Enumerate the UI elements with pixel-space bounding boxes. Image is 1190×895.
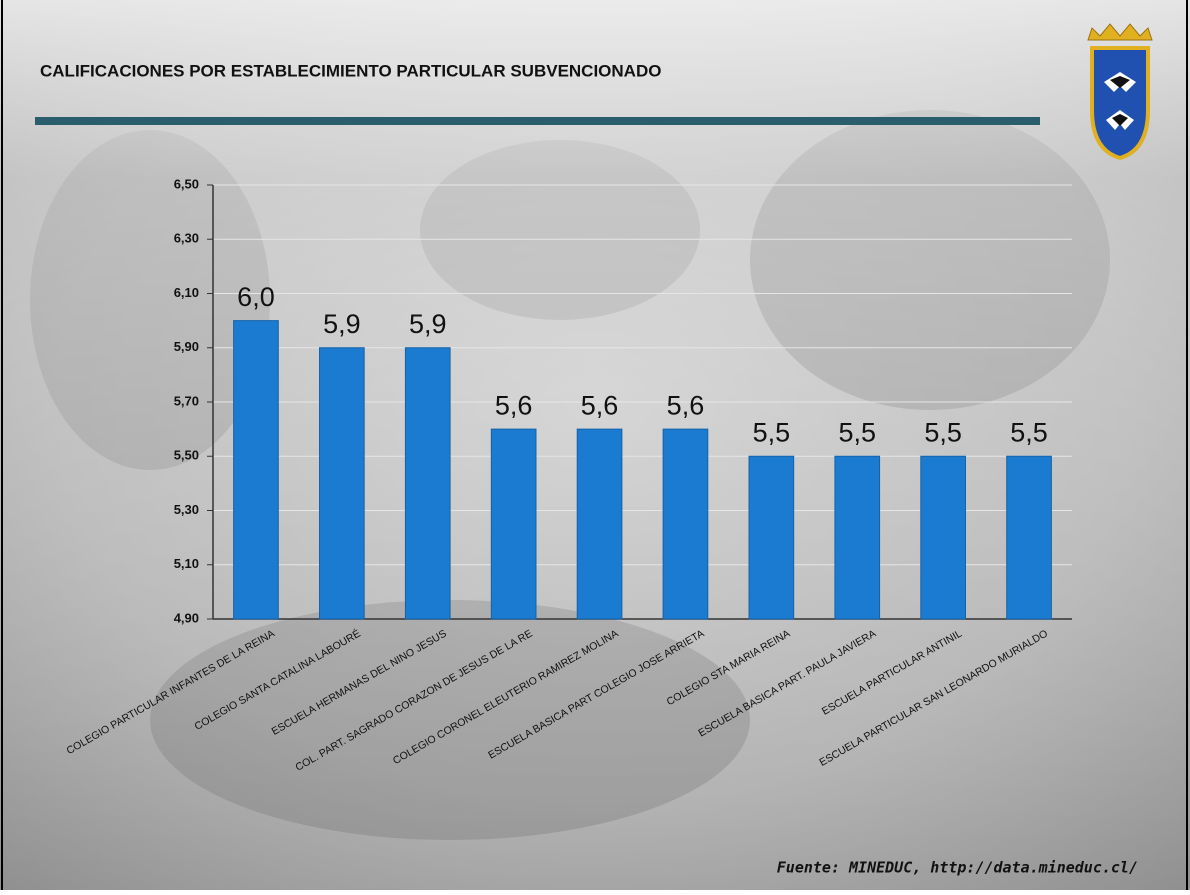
value-label: 5,9: [409, 309, 447, 339]
y-tick-label: 5,10: [174, 556, 199, 571]
value-label: 5,5: [924, 417, 962, 447]
value-label: 5,5: [753, 417, 791, 447]
y-tick-label: 5,70: [174, 393, 199, 408]
value-label: 5,6: [667, 390, 705, 420]
page: {"chart_data": {"type": "bar", "title": …: [0, 0, 1190, 890]
chart-title: CALIFICACIONES POR ESTABLECIMIENTO PARTI…: [40, 61, 661, 80]
y-tick-label: 5,90: [174, 339, 199, 354]
title-rule: [35, 117, 1040, 125]
y-tick-label: 5,30: [174, 502, 199, 517]
source-note: Fuente: MINEDUC, http://data.mineduc.cl/: [777, 859, 1138, 877]
value-label: 5,6: [495, 390, 533, 420]
bar: [663, 429, 708, 619]
y-tick-label: 6,10: [174, 285, 199, 300]
y-tick-label: 6,50: [174, 176, 199, 191]
bar: [835, 456, 880, 619]
value-label: 6,0: [237, 282, 275, 312]
bar: [749, 456, 794, 619]
bar: [320, 348, 365, 619]
bar: [577, 429, 622, 619]
bar: [491, 429, 536, 619]
y-tick-label: 5,50: [174, 448, 199, 463]
value-label: 5,5: [1010, 417, 1048, 447]
value-label: 5,6: [581, 390, 619, 420]
y-tick-label: 4,90: [174, 610, 199, 625]
bar: [921, 456, 966, 619]
y-tick-label: 6,30: [174, 231, 199, 246]
bar: [1007, 456, 1052, 619]
chart: CALIFICACIONES POR ESTABLECIMIENTO PARTI…: [0, 0, 1190, 890]
bar: [405, 348, 450, 619]
bar: [234, 321, 279, 619]
value-label: 5,9: [323, 309, 361, 339]
value-label: 5,5: [838, 417, 876, 447]
